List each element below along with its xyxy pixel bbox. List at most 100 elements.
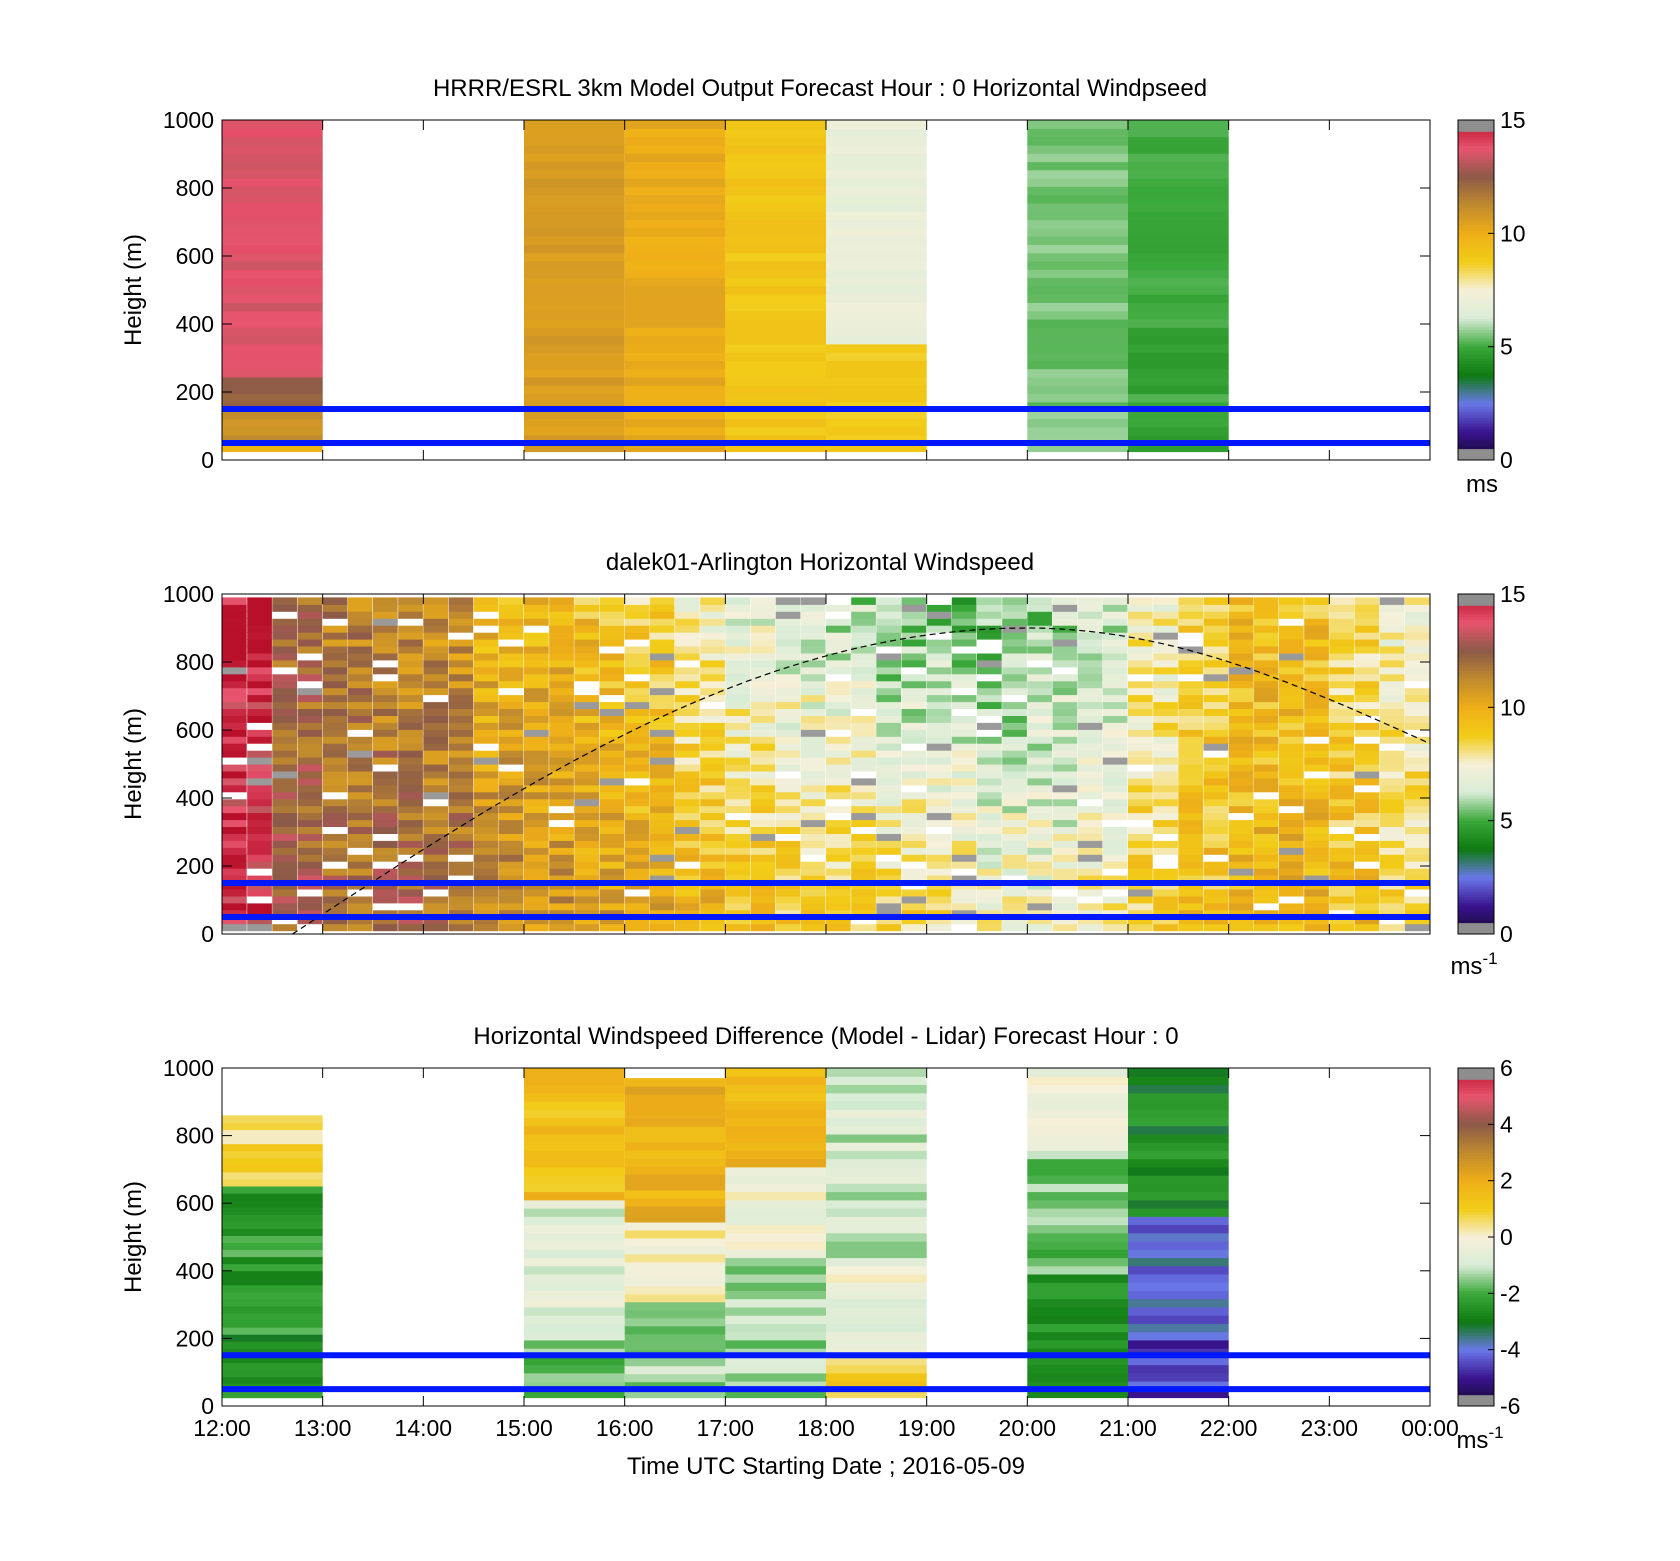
heatmap-cell xyxy=(524,673,549,682)
colorbar-segment xyxy=(1458,369,1494,373)
heatmap-cell xyxy=(1304,708,1329,716)
heatmap-cell xyxy=(549,611,574,619)
heatmap-cell xyxy=(700,833,725,841)
heatmap-cell xyxy=(1304,902,1329,911)
heatmap-cell xyxy=(1253,833,1279,841)
heatmap-cell xyxy=(272,840,297,848)
heatmap-cell xyxy=(1128,1166,1229,1176)
colorbar-segment xyxy=(1458,304,1494,308)
heatmap-cell xyxy=(524,784,549,793)
xtick-label: 00:00 xyxy=(1401,1415,1459,1441)
heatmap-cell xyxy=(524,646,549,654)
heatmap-cell xyxy=(1128,1356,1229,1366)
heatmap-cell xyxy=(1077,680,1103,689)
heatmap-cell xyxy=(1329,875,1354,883)
heatmap-cell xyxy=(1027,1150,1128,1160)
heatmap-cell xyxy=(1379,750,1405,758)
heatmap-cell xyxy=(876,701,901,709)
heatmap-cell xyxy=(1128,1199,1229,1209)
heatmap-cell xyxy=(1102,861,1128,869)
heatmap-cell xyxy=(398,729,423,737)
heatmap-cell xyxy=(247,854,272,862)
heatmap-cell xyxy=(725,1166,826,1176)
colorbar-segment xyxy=(1458,829,1494,833)
heatmap-cell xyxy=(1052,833,1078,841)
heatmap-cell xyxy=(624,1333,726,1343)
heatmap-cell xyxy=(222,1284,323,1293)
heatmap-cell xyxy=(222,1390,323,1399)
ytick-label: 600 xyxy=(176,243,214,269)
heatmap-cell xyxy=(624,1221,726,1231)
colorbar-segment xyxy=(1458,1149,1494,1153)
heatmap-cell xyxy=(549,750,574,758)
heatmap-cell xyxy=(1279,902,1304,911)
heatmap-cell xyxy=(1052,909,1078,918)
heatmap-cell xyxy=(1102,889,1128,897)
heatmap-cell xyxy=(1153,715,1178,723)
heatmap-cell xyxy=(322,777,348,786)
heatmap-cell xyxy=(1102,840,1128,848)
heatmap-cell xyxy=(624,784,650,793)
heatmap-cell xyxy=(775,750,801,758)
heatmap-cell xyxy=(423,750,448,758)
heatmap-cell xyxy=(1128,426,1229,436)
heatmap-cell xyxy=(1128,178,1229,187)
heatmap-cell xyxy=(574,680,599,689)
colorbar-segment xyxy=(1458,326,1494,331)
heatmap-cell xyxy=(725,722,750,730)
colorbar-segment xyxy=(1458,386,1494,390)
heatmap-cell xyxy=(851,875,876,883)
heatmap-cell xyxy=(1379,625,1405,633)
colorbar-segment xyxy=(1458,908,1494,912)
heatmap-cell xyxy=(1228,639,1254,647)
heatmap-cell xyxy=(373,840,398,848)
heatmap-cell xyxy=(1002,840,1027,848)
heatmap-cell xyxy=(1027,410,1128,419)
heatmap-cell xyxy=(549,652,574,661)
colorbar-segment xyxy=(1458,815,1494,819)
heatmap-cell xyxy=(1279,708,1304,716)
heatmap-cell xyxy=(1354,639,1380,647)
heatmap-cell xyxy=(1279,618,1304,626)
heatmap-cell xyxy=(725,840,750,848)
colorbar-segment xyxy=(1458,931,1494,935)
heatmap-cell xyxy=(347,673,373,682)
heatmap-cell xyxy=(272,743,297,751)
heatmap-cell xyxy=(750,861,776,869)
colorbar-segment xyxy=(1458,594,1494,598)
heatmap-cell xyxy=(775,764,801,772)
heatmap-cell xyxy=(1228,909,1254,918)
heatmap-cell xyxy=(524,1364,625,1374)
heatmap-cell xyxy=(826,1133,927,1143)
heatmap-cell xyxy=(1052,701,1078,709)
heatmap-cell xyxy=(398,646,423,654)
heatmap-cell xyxy=(750,833,776,841)
heatmap-cell xyxy=(1228,757,1254,765)
heatmap-cell xyxy=(272,659,297,668)
heatmap-cell xyxy=(1279,757,1304,765)
heatmap-cell xyxy=(775,673,801,682)
heatmap-cell xyxy=(398,798,423,807)
heatmap-cell xyxy=(624,736,650,744)
heatmap-cell xyxy=(297,819,323,827)
heatmap-cell xyxy=(800,770,826,779)
heatmap-cell xyxy=(826,916,851,925)
heatmap-cell xyxy=(373,757,398,765)
heatmap-cell xyxy=(1102,791,1128,800)
heatmap-cell xyxy=(876,833,901,841)
heatmap-cell xyxy=(1128,169,1229,179)
heatmap-cell xyxy=(624,673,650,682)
heatmap-cell xyxy=(1027,1109,1128,1118)
heatmap-cell xyxy=(1052,770,1078,779)
heatmap-cell xyxy=(524,136,625,146)
heatmap-cell xyxy=(826,889,851,897)
heatmap-cell xyxy=(1027,833,1052,841)
colorbar-segment xyxy=(1458,891,1494,895)
heatmap-cell xyxy=(272,757,297,765)
heatmap-cell xyxy=(498,833,524,841)
heatmap-cell xyxy=(473,770,499,779)
colorbar-segment xyxy=(1458,202,1494,206)
heatmap-cell xyxy=(951,909,977,918)
heatmap-cell xyxy=(524,294,625,303)
heatmap-cell xyxy=(473,659,499,668)
